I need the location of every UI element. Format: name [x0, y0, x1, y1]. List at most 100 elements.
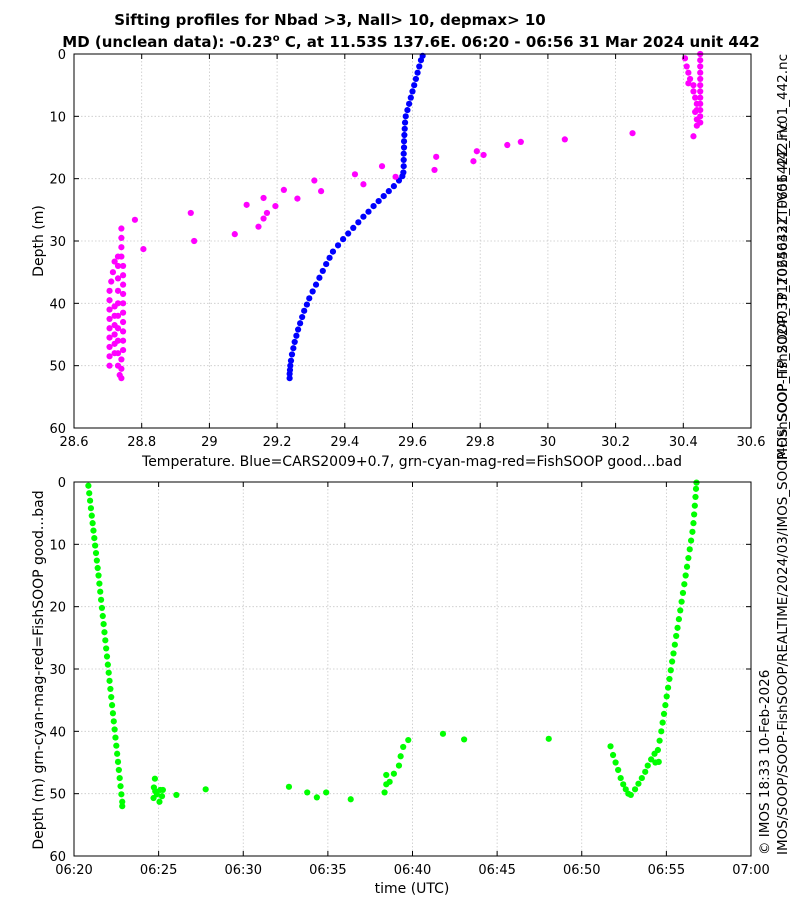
bottom-plot-data-point	[103, 653, 111, 660]
top-plot-data-point	[360, 213, 367, 220]
bottom-plot-data-point	[405, 736, 412, 744]
top-plot-data-point	[288, 351, 296, 358]
top-plot-y-tick-label: 30	[49, 235, 66, 250]
top-plot-data-point	[303, 301, 310, 308]
top-plot-data-point	[412, 75, 419, 83]
chart-title-line2: MD (unclean data): -0.23o C, at 11.53S 1…	[62, 33, 759, 51]
top-plot-data-point	[375, 198, 382, 205]
bottom-plot-data-point	[88, 512, 95, 519]
bottom-plot-data-point	[109, 710, 117, 717]
top-plot-data-point	[340, 236, 347, 243]
bottom-plot-data-point	[92, 549, 100, 557]
bottom-plot-data-point	[158, 793, 166, 800]
top-plot-data-point	[106, 343, 113, 351]
bottom-plot-data-point	[671, 641, 678, 648]
bottom-plot-data-point	[106, 677, 113, 684]
top-plot-data-point	[111, 312, 118, 319]
top-plot-data-point	[114, 275, 122, 282]
top-plot-x-tick-label: 30	[540, 435, 557, 450]
bottom-plot-data-point	[93, 557, 100, 564]
bottom-plot-data-point	[97, 588, 104, 595]
top-plot-x-tick-label: 30.6	[737, 435, 766, 450]
top-plot-data-point	[301, 307, 308, 314]
top-plot-data-point	[480, 151, 487, 159]
top-plot-data-point	[106, 315, 113, 323]
bottom-plot-data-point	[114, 750, 121, 757]
top-plot-data-point	[286, 370, 293, 377]
top-plot-data-point	[106, 353, 113, 360]
top-plot-data-point	[401, 119, 409, 126]
bottom-plot-data-point	[101, 629, 108, 636]
top-plot-data-point	[316, 274, 323, 281]
bottom-plot-data-point	[386, 778, 393, 785]
top-plot-data-point	[629, 130, 636, 137]
top-plot-y-tick-label: 10	[49, 110, 66, 125]
top-plot-data-point	[390, 183, 397, 190]
top-plot-data-point	[119, 262, 127, 270]
top-plot-x-tick-label: 29	[201, 435, 218, 450]
bottom-plot-data-point	[323, 789, 330, 796]
bottom-plot-data-point	[631, 786, 639, 793]
top-plot-data-point	[111, 350, 118, 357]
bottom-plot-data-point	[660, 710, 668, 717]
top-plot-data-point	[111, 340, 118, 347]
bottom-plot-data-point	[685, 554, 692, 562]
top-plot-data-point	[106, 362, 113, 369]
top-plot-data-point	[404, 107, 411, 114]
top-plot-data-point	[243, 201, 250, 208]
bottom-plot-data-point	[690, 520, 697, 527]
side-footer-label-1: © IMOS 18:33 10-Feb-2026	[757, 670, 773, 855]
top-plot-data-point	[294, 326, 302, 333]
bottom-plot-data-point	[669, 658, 676, 665]
top-plot-data-point	[290, 345, 297, 352]
top-plot-data-point	[297, 320, 304, 327]
top-plot-data-point	[401, 131, 408, 139]
top-plot-data-point	[119, 318, 127, 326]
bottom-plot-data-point	[395, 762, 403, 769]
top-plot-data-point	[119, 300, 127, 307]
bottom-plot-data-point	[667, 667, 674, 674]
bottom-plot-data-point	[664, 684, 672, 691]
bottom-plot-x-tick-label: 06:50	[563, 863, 600, 878]
bottom-plot-data-point	[644, 762, 651, 769]
side-footer-label-2: IMOS/SOOP/SOOP-FishSOOP/REALTIME/2024/03…	[775, 122, 791, 855]
bottom-plot-data-point	[118, 791, 125, 798]
bottom-plot-data-point	[681, 581, 688, 588]
top-plot-data-point	[309, 288, 316, 295]
top-plot-data-point	[350, 224, 357, 232]
bottom-plot-y-tick-label: 40	[49, 725, 66, 740]
bottom-plot-data-point	[202, 786, 209, 793]
top-plot-data-point	[114, 262, 122, 270]
bottom-plot-data-point	[156, 798, 163, 805]
top-plot-data-point	[291, 338, 298, 346]
top-plot-data-point	[697, 94, 704, 101]
top-plot-x-tick-label: 30.4	[669, 435, 698, 450]
top-plot-data-point	[470, 158, 477, 165]
top-plot-data-point	[140, 246, 147, 253]
bottom-plot-x-tick-label: 06:20	[55, 863, 92, 878]
bottom-plot-data-point	[689, 528, 696, 535]
bottom-plot-data-point	[659, 719, 666, 726]
bottom-plot-data-point	[691, 511, 698, 518]
top-plot-data-point	[119, 337, 127, 344]
bottom-plot-data-point	[609, 751, 617, 759]
bottom-plot-x-tick-label: 06:25	[140, 863, 177, 878]
bottom-plot-data-point	[119, 798, 126, 805]
top-plot-y-tick-label: 20	[49, 173, 66, 188]
bottom-plot-data-point	[678, 598, 685, 605]
bottom-plot-data-point	[663, 693, 670, 700]
bottom-plot-data-point	[397, 753, 404, 760]
bottom-plot-data-point	[683, 563, 691, 570]
top-plot-data-point	[345, 230, 352, 237]
bottom-plot-data-point	[693, 479, 700, 486]
bottom-plot-y-tick-label: 50	[49, 788, 66, 803]
bottom-plot-data-point	[110, 718, 117, 725]
bottom-plot-data-point	[159, 786, 166, 794]
top-plot-data-point	[693, 116, 700, 123]
top-plot-data-point	[433, 153, 440, 160]
top-plot-data-point	[106, 297, 113, 304]
top-plot-data-point	[329, 248, 337, 255]
top-plot-data-point	[114, 362, 122, 369]
top-plot-data-point	[351, 171, 359, 178]
top-plot-data-point	[108, 278, 115, 285]
